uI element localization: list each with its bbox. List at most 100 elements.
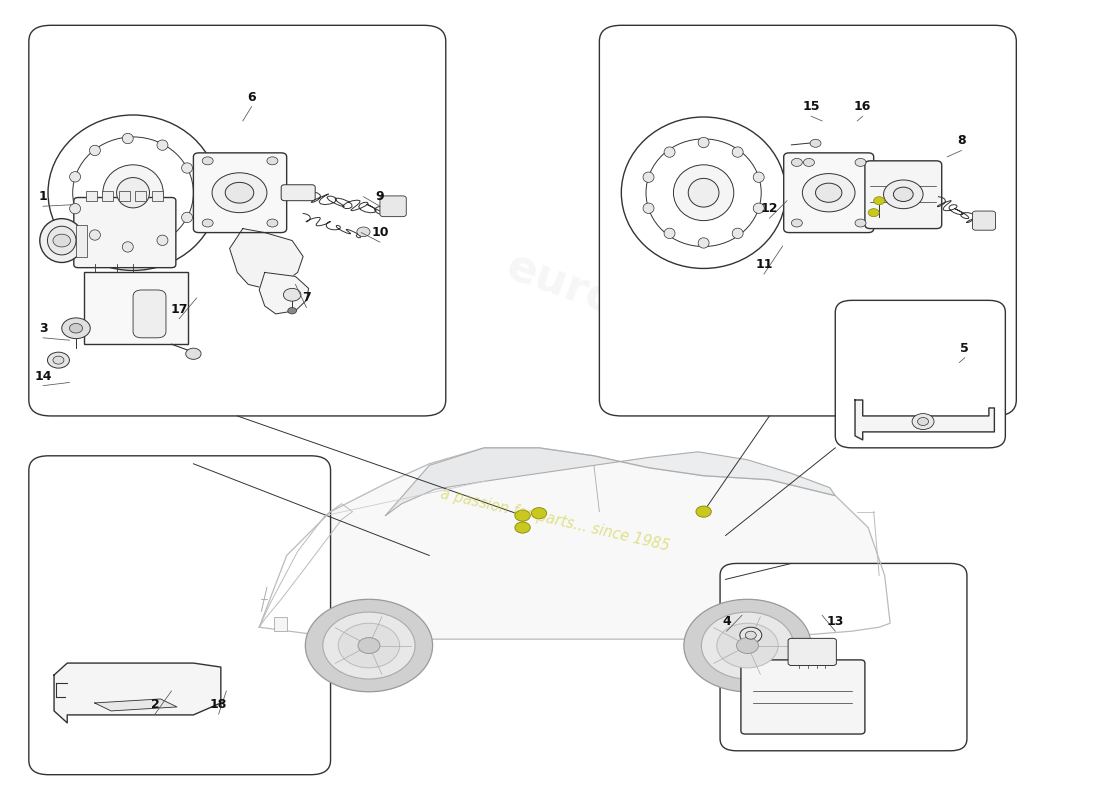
Circle shape — [288, 307, 297, 314]
Circle shape — [212, 173, 267, 213]
Circle shape — [912, 414, 934, 430]
Circle shape — [917, 418, 928, 426]
Polygon shape — [260, 273, 309, 314]
Circle shape — [306, 599, 432, 692]
FancyBboxPatch shape — [741, 660, 865, 734]
Circle shape — [893, 187, 913, 202]
FancyBboxPatch shape — [835, 300, 1005, 448]
Text: 16: 16 — [854, 100, 871, 113]
Ellipse shape — [689, 178, 719, 207]
Polygon shape — [54, 663, 221, 723]
Ellipse shape — [157, 235, 168, 246]
Text: 12: 12 — [761, 202, 778, 215]
Text: eurocarparts: eurocarparts — [500, 245, 820, 396]
Circle shape — [740, 627, 762, 643]
FancyBboxPatch shape — [29, 26, 446, 416]
Circle shape — [802, 174, 855, 212]
Ellipse shape — [69, 203, 80, 214]
Bar — [152, 191, 163, 201]
Ellipse shape — [69, 172, 80, 182]
FancyBboxPatch shape — [600, 26, 1016, 416]
Circle shape — [284, 288, 301, 301]
Text: 2: 2 — [151, 698, 160, 711]
FancyBboxPatch shape — [865, 161, 942, 229]
Circle shape — [338, 623, 399, 668]
Circle shape — [883, 180, 923, 209]
Circle shape — [803, 158, 814, 166]
FancyBboxPatch shape — [194, 153, 287, 233]
Ellipse shape — [122, 242, 133, 252]
Circle shape — [515, 522, 530, 533]
Circle shape — [737, 638, 759, 654]
Text: 9: 9 — [375, 190, 384, 203]
Circle shape — [69, 323, 82, 333]
FancyBboxPatch shape — [29, 456, 331, 774]
Bar — [119, 191, 130, 201]
Ellipse shape — [644, 203, 654, 214]
Circle shape — [226, 182, 254, 203]
Circle shape — [868, 209, 879, 217]
Circle shape — [515, 510, 530, 521]
Ellipse shape — [664, 228, 675, 238]
Polygon shape — [855, 400, 994, 440]
Ellipse shape — [182, 212, 192, 222]
Circle shape — [53, 356, 64, 364]
Circle shape — [186, 348, 201, 359]
Circle shape — [202, 219, 213, 227]
Circle shape — [202, 157, 213, 165]
Ellipse shape — [157, 140, 168, 150]
Ellipse shape — [754, 172, 764, 182]
FancyBboxPatch shape — [133, 290, 166, 338]
Circle shape — [47, 352, 69, 368]
Circle shape — [815, 183, 842, 202]
Bar — [135, 191, 146, 201]
Circle shape — [810, 139, 821, 147]
Ellipse shape — [698, 138, 710, 148]
Circle shape — [702, 612, 793, 679]
Text: 7: 7 — [302, 291, 311, 305]
Text: 5: 5 — [960, 342, 969, 354]
Polygon shape — [385, 448, 835, 515]
Circle shape — [696, 506, 712, 517]
Circle shape — [717, 623, 778, 668]
Circle shape — [791, 158, 802, 166]
Circle shape — [791, 219, 802, 227]
Text: 18: 18 — [210, 698, 228, 711]
Text: 15: 15 — [802, 100, 820, 113]
Ellipse shape — [89, 146, 100, 156]
Text: 11: 11 — [756, 258, 772, 271]
Text: 17: 17 — [170, 302, 188, 316]
Text: 14: 14 — [34, 370, 52, 382]
Ellipse shape — [103, 165, 163, 221]
Ellipse shape — [182, 163, 192, 174]
Circle shape — [855, 158, 866, 166]
Circle shape — [873, 197, 884, 205]
Ellipse shape — [698, 238, 710, 248]
Ellipse shape — [733, 228, 744, 238]
Ellipse shape — [122, 134, 133, 144]
Text: 4: 4 — [723, 615, 732, 628]
Circle shape — [358, 638, 379, 654]
Text: 1: 1 — [39, 190, 47, 203]
Ellipse shape — [117, 178, 150, 208]
Bar — [102, 191, 113, 201]
Text: 6: 6 — [248, 90, 256, 103]
Bar — [274, 617, 287, 631]
FancyBboxPatch shape — [788, 638, 836, 666]
Circle shape — [323, 612, 415, 679]
FancyBboxPatch shape — [282, 185, 316, 201]
Bar — [76, 225, 87, 257]
Bar — [86, 191, 97, 201]
Text: a passion for parts... since 1985: a passion for parts... since 1985 — [440, 486, 671, 554]
FancyBboxPatch shape — [783, 153, 873, 233]
Circle shape — [53, 234, 70, 247]
Polygon shape — [230, 229, 304, 288]
Circle shape — [746, 631, 757, 639]
Text: 8: 8 — [957, 134, 966, 147]
FancyBboxPatch shape — [972, 211, 996, 230]
Circle shape — [267, 157, 278, 165]
Text: 10: 10 — [371, 226, 388, 239]
Ellipse shape — [664, 147, 675, 158]
Ellipse shape — [89, 230, 100, 240]
Bar — [84, 273, 188, 344]
